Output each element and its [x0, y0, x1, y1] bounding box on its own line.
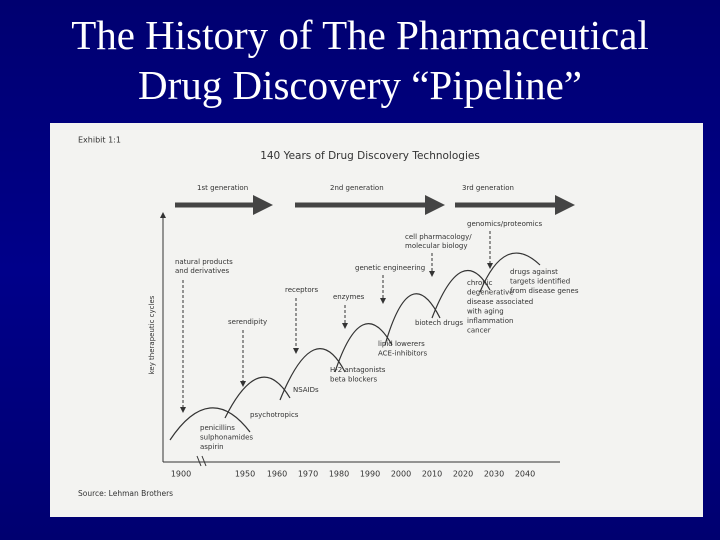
technology-label: molecular biology	[405, 242, 467, 250]
x-axis-label: 2030	[484, 470, 504, 479]
cycle-curve	[334, 323, 393, 373]
drug-class-label: sulphonamides	[200, 434, 253, 442]
technology-label: natural products	[175, 258, 233, 266]
technology-label: cell pharmacology/	[405, 233, 472, 241]
x-axis-label: 2040	[515, 470, 535, 479]
source: Source: Lehman Brothers	[78, 489, 173, 498]
cycle-curve	[431, 269, 491, 319]
cycle-curve	[224, 376, 291, 419]
drug-class-label: biotech drugs	[415, 319, 463, 327]
exhibit-label: Exhibit 1:1	[78, 136, 121, 145]
technology-label: serendipity	[228, 318, 267, 326]
x-axis-label: 1960	[267, 470, 287, 479]
drug-class-label: beta blockers	[330, 376, 378, 384]
drug-class-label: inflammation	[467, 317, 513, 325]
title-line: Drug Discovery “Pipeline”	[137, 62, 583, 108]
technology-label: and derivatives	[175, 267, 230, 275]
generation-label: 1st generation	[197, 184, 248, 192]
drug-class-label: aspirin	[200, 443, 224, 451]
technology-label: receptors	[285, 286, 319, 294]
technology-label: enzymes	[333, 293, 365, 301]
cycle-curve	[169, 407, 251, 441]
drug-class-label: NSAIDs	[293, 386, 319, 394]
technology-label: genetic engineering	[355, 264, 425, 272]
drug-class-label: psychotropics	[250, 411, 299, 419]
y-axis-label: key therapeutic cycles	[148, 295, 156, 374]
x-axis-label: 1980	[329, 470, 349, 479]
exhibit-background	[50, 123, 703, 517]
drug-class-label: penicillins	[200, 424, 235, 432]
x-axis-label: 1950	[235, 470, 255, 479]
drug-class-label: degenerative	[467, 289, 514, 297]
cycle-curve	[384, 293, 441, 346]
drug-class-label: chronic	[467, 279, 493, 287]
x-axis-label: 2010	[422, 470, 442, 479]
slide-title: The History of The Pharmaceutical Drug D…	[0, 10, 720, 110]
exhibit-title: 140 Years of Drug Discovery Technologies	[260, 150, 480, 162]
drug-class-label: targets identified	[510, 278, 570, 286]
x-axis-label: 2000	[391, 470, 411, 479]
drug-class-label: cancer	[467, 327, 491, 335]
generation-label: 2nd generation	[330, 184, 384, 192]
x-axis-label: 2020	[453, 470, 473, 479]
drug-class-label: ACE-inhibitors	[378, 350, 428, 358]
x-axis-label: 1990	[360, 470, 380, 479]
axis-break	[196, 455, 207, 467]
generation-label: 3rd generation	[462, 184, 514, 192]
technology-label: genomics/proteomics	[467, 220, 542, 228]
drug-class-label: lipid lowerers	[378, 340, 425, 348]
drug-class-label: H-2 antagonists	[330, 366, 386, 374]
cycle-curve	[479, 252, 541, 293]
drug-class-label: disease associated	[467, 298, 533, 306]
x-axis-label: 1970	[298, 470, 318, 479]
drug-class-label: drugs against	[510, 268, 558, 276]
drug-class-label: from disease genes	[510, 287, 579, 295]
drug-class-label: with aging	[467, 308, 504, 316]
title-line: The History of The Pharmaceutical	[71, 12, 649, 58]
x-axis-label: 1900	[171, 470, 191, 479]
